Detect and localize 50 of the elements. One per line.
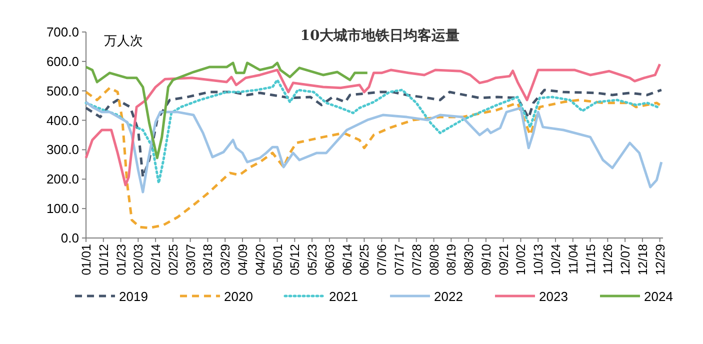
legend-label: 2022 xyxy=(434,289,463,304)
y-tick-label: 500.0 xyxy=(46,83,79,98)
x-tick-label: 12/07 xyxy=(618,244,633,276)
x-tick-label: 06/14 xyxy=(340,244,354,276)
x-tick-label: 03/07 xyxy=(184,244,198,276)
x-tick-label: 01/01 xyxy=(80,244,94,276)
x-tick-label: 10/02 xyxy=(514,244,528,276)
x-tick-label: 08/30 xyxy=(462,244,476,276)
x-tick-label: 02/03 xyxy=(132,244,146,276)
x-tick-label: 10/24 xyxy=(549,244,564,276)
x-tick-label: 07/06 xyxy=(375,244,390,276)
y-tick-label: 0.0 xyxy=(60,230,79,246)
x-tick-label: 05/23 xyxy=(306,244,320,276)
y-tick-label: 100.0 xyxy=(46,201,79,216)
y-tick-label: 700.0 xyxy=(46,24,79,40)
legend-label: 2023 xyxy=(539,289,568,304)
x-tick-label: 01/23 xyxy=(114,244,128,276)
chart-title: 10大城市地铁日均客运量 xyxy=(300,27,460,44)
x-tick-label: 07/28 xyxy=(410,244,424,276)
x-tick-label: 06/03 xyxy=(322,244,337,276)
x-tick-label: 08/08 xyxy=(427,244,442,276)
legend-label: 2024 xyxy=(644,289,673,304)
x-tick-label: 01/12 xyxy=(96,244,111,276)
y-tick-label: 600.0 xyxy=(46,54,79,69)
x-tick-label: 05/12 xyxy=(288,244,302,276)
x-tick-label: 10/13 xyxy=(532,244,546,276)
legend-label: 2021 xyxy=(329,289,358,304)
x-tick-label: 09/21 xyxy=(496,244,511,276)
x-tick-label: 12/18 xyxy=(636,244,650,276)
x-tick-label: 12/29 xyxy=(653,244,668,276)
y-axis-title: 万人次 xyxy=(104,34,143,49)
x-tick-label: 08/19 xyxy=(444,244,459,276)
legend-label: 2020 xyxy=(224,289,253,304)
x-tick-label: 02/25 xyxy=(166,244,180,276)
x-tick-label: 05/01 xyxy=(270,244,285,276)
y-tick-label: 300.0 xyxy=(46,142,79,158)
x-tick-label: 03/18 xyxy=(201,244,216,276)
x-tick-label: 03/29 xyxy=(218,244,233,276)
x-tick-label: 07/17 xyxy=(392,244,407,276)
legend-label: 2019 xyxy=(119,289,148,304)
y-tick-label: 200.0 xyxy=(46,172,79,187)
x-tick-label: 11/15 xyxy=(584,244,598,274)
x-tick-label: 11/26 xyxy=(601,244,616,274)
x-tick-label: 06/25 xyxy=(358,244,372,276)
x-tick-label: 04/20 xyxy=(253,244,268,276)
x-tick-label: 09/10 xyxy=(479,244,494,276)
x-tick-label: 11/04 xyxy=(566,244,580,274)
y-tick-label: 400.0 xyxy=(46,112,79,128)
x-tick-label: 04/09 xyxy=(236,244,250,276)
x-tick-label: 02/14 xyxy=(149,244,164,276)
